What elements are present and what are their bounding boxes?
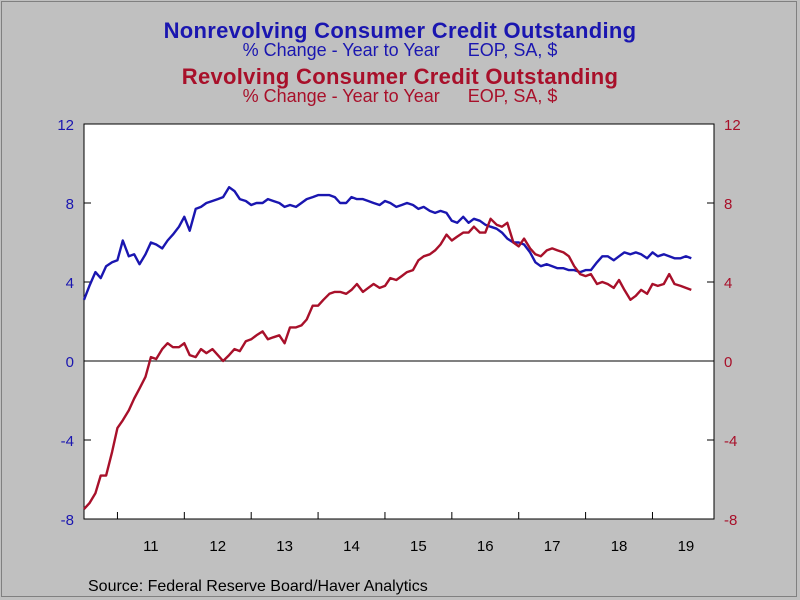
x-tick-label: 19 <box>678 538 695 555</box>
x-tick-label: 11 <box>143 538 159 555</box>
y-left-tick-label: 8 <box>66 196 74 213</box>
x-tick-label: 14 <box>343 538 360 555</box>
y-right-tick-label: 0 <box>724 354 732 371</box>
y-left-tick-label: -8 <box>61 512 74 529</box>
x-tick-label: 18 <box>611 538 628 555</box>
y-left-tick-label: -4 <box>61 433 74 450</box>
x-tick-label: 16 <box>477 538 494 555</box>
x-tick-label: 13 <box>276 538 293 555</box>
x-tick-label: 17 <box>544 538 561 555</box>
y-right-tick-label: -8 <box>724 512 737 529</box>
subtitle-nonrevolving-right: EOP, SA, $ <box>467 40 558 60</box>
chart-subtitle-nonrevolving: % Change - Year to Year EOP, SA, $ <box>0 40 800 61</box>
chart-title-revolving: Revolving Consumer Credit Outstanding <box>181 64 619 89</box>
x-tick-label: 12 <box>209 538 226 555</box>
series-line-nonrevolving <box>82 185 692 301</box>
series-line-revolving <box>83 217 692 510</box>
x-tick-label: 15 <box>410 538 427 555</box>
y-right-tick-label: -4 <box>724 433 737 450</box>
chart-title-nonrevolving: Nonrevolving Consumer Credit Outstanding <box>163 18 637 43</box>
y-right-tick-label: 8 <box>724 196 732 213</box>
subtitle-revolving-right: EOP, SA, $ <box>467 86 558 106</box>
y-right-tick-label: 12 <box>724 117 741 134</box>
y-right-tick-label: 4 <box>724 275 732 292</box>
y-left-tick-label: 4 <box>66 275 74 292</box>
subtitle-revolving-left: % Change - Year to Year <box>242 86 440 106</box>
source-note: Source: Federal Reserve Board/Haver Anal… <box>88 578 428 595</box>
chart-subtitle-revolving: % Change - Year to Year EOP, SA, $ <box>0 86 800 107</box>
plot-area <box>83 123 715 520</box>
y-left-tick-label: 12 <box>57 117 74 134</box>
y-left-tick-label: 0 <box>66 354 74 371</box>
subtitle-nonrevolving-left: % Change - Year to Year <box>242 40 440 60</box>
